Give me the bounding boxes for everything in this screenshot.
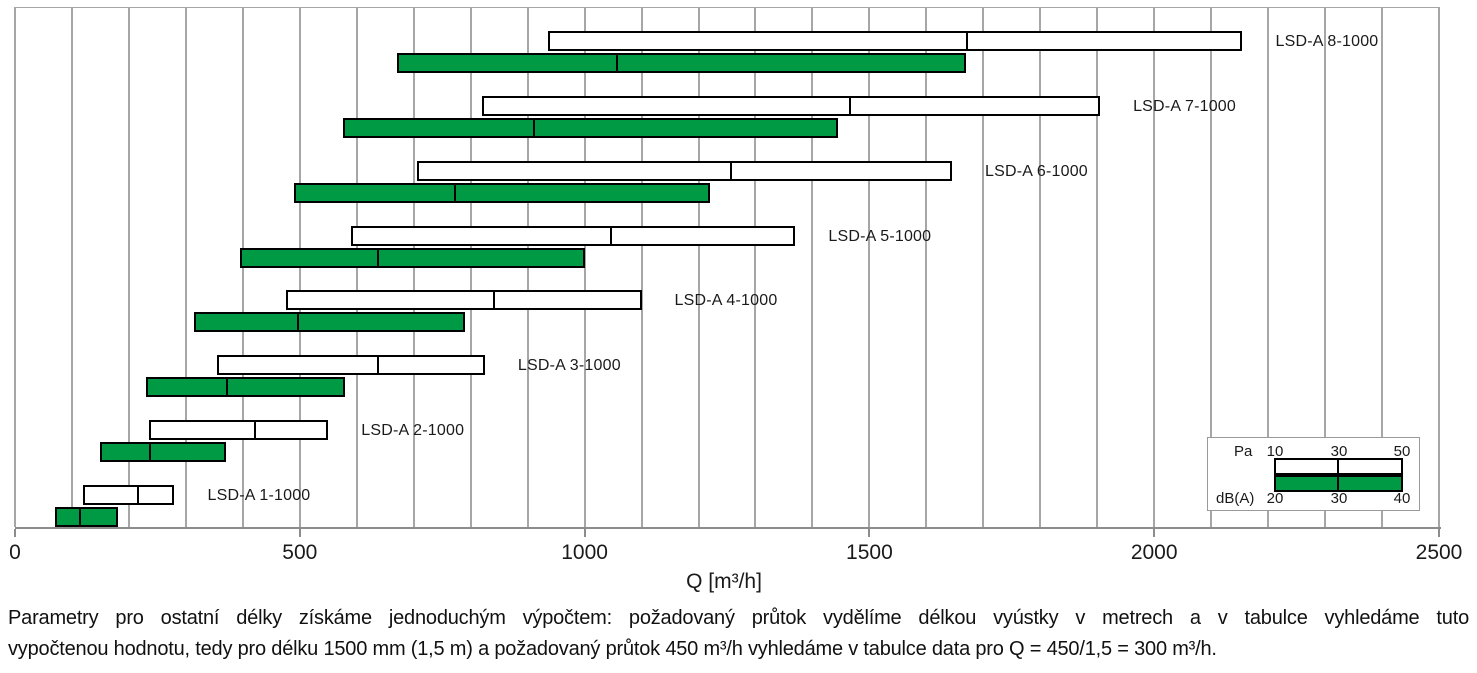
series-label: LSD-A 2-1000 <box>361 422 465 439</box>
gridline <box>583 7 586 527</box>
bar-divider <box>137 487 140 503</box>
series-label: LSD-A 7-1000 <box>1133 98 1236 115</box>
gridline <box>925 7 928 527</box>
legend-db-bar-divider <box>1337 477 1339 490</box>
gridline <box>1267 7 1270 527</box>
db-bar-lsd-a-4-1000 <box>194 312 465 332</box>
db-bar-lsd-a-1-1000 <box>54 507 118 527</box>
footer-line-1: Parametry pro ostatní délky získáme jedn… <box>8 607 1469 629</box>
x-axis-tick-label: 1500 <box>846 541 893 564</box>
legend-pa-label: Pa <box>1234 443 1253 460</box>
gridline <box>1153 7 1156 527</box>
legend-db-label: dB(A) <box>1216 490 1255 507</box>
x-axis-tick-label: 2500 <box>1415 541 1463 564</box>
bar-divider <box>533 120 536 136</box>
legend-pa-tick-50: 50 <box>1393 443 1411 460</box>
gridline <box>1210 7 1213 527</box>
bar-divider <box>849 98 852 114</box>
pa-bar-lsd-a-3-1000 <box>217 355 485 375</box>
gridline <box>697 7 700 527</box>
series-label: LSD-A 6-1000 <box>984 163 1088 180</box>
bar-divider <box>493 292 496 308</box>
series-label: LSD-A 5-1000 <box>828 228 932 245</box>
gridline <box>640 7 643 527</box>
bar-divider <box>254 422 257 438</box>
chart-area: LSD-A 8-1000 LSD-A 7-1000 LSD-A 6-1000 LSD-… <box>9 7 1463 593</box>
series-label: LSD-A 3-1000 <box>517 357 621 374</box>
gridline <box>868 7 871 527</box>
pa-bar-lsd-a-4-1000 <box>285 290 642 310</box>
db-bar-lsd-a-7-1000 <box>342 118 839 138</box>
gridline <box>1381 7 1384 527</box>
bar-divider <box>453 185 456 201</box>
pa-bar-lsd-a-1-1000 <box>83 485 175 505</box>
legend: Pa 10 30 50 dB(A) 20 30 40 <box>1207 437 1420 511</box>
gridline <box>1324 7 1327 527</box>
plot-top-border <box>15 7 1439 8</box>
legend-pa-tick-10: 10 <box>1266 443 1284 460</box>
legend-pa-bar-divider <box>1337 460 1339 473</box>
legend-pa-tick-30: 30 <box>1330 443 1348 460</box>
x-axis-tick-label: 2000 <box>1130 541 1178 564</box>
bar-divider <box>729 163 732 179</box>
bar-divider <box>296 314 299 330</box>
db-bar-lsd-a-2-1000 <box>100 442 226 462</box>
gridline <box>14 7 16 527</box>
gridline <box>127 7 130 527</box>
db-bar-lsd-a-3-1000 <box>146 377 346 397</box>
bar-divider <box>615 55 618 71</box>
x-axis-tick-label: 0 <box>9 541 21 564</box>
bar-divider <box>376 357 379 373</box>
footer-line-2: vypočtenou hodnotu, tedy pro délku 1500 … <box>8 638 1217 660</box>
legend-db-bar <box>1274 475 1403 492</box>
x-axis-title: Q [m³/h] <box>686 570 762 593</box>
x-axis-tick <box>1438 529 1440 537</box>
db-bar-lsd-a-5-1000 <box>239 248 585 268</box>
x-axis-tick <box>868 529 871 537</box>
gridline <box>1039 7 1042 527</box>
gridline <box>184 7 187 527</box>
x-axis-tick <box>14 529 16 537</box>
x-axis-tick <box>298 529 301 537</box>
bar-divider <box>966 33 969 49</box>
pa-bar-lsd-a-7-1000 <box>482 96 1101 116</box>
x-axis-tick <box>583 529 586 537</box>
x-axis-tick-label: 1000 <box>561 541 608 564</box>
series-label: LSD-A 4-1000 <box>674 292 778 309</box>
bar-divider <box>376 250 379 266</box>
series-label: LSD-A 8-1000 <box>1275 33 1379 50</box>
gridline <box>811 7 814 527</box>
legend-pa-bar <box>1274 458 1403 475</box>
pa-bar-lsd-a-2-1000 <box>148 420 329 440</box>
series-label: LSD-A 1-1000 <box>207 487 311 504</box>
db-bar-lsd-a-8-1000 <box>396 53 967 73</box>
bar-divider <box>610 228 613 244</box>
pa-bar-lsd-a-5-1000 <box>351 226 796 246</box>
x-axis-tick-label: 500 <box>282 541 318 564</box>
legend-db-tick-40: 40 <box>1393 490 1411 507</box>
pa-bar-lsd-a-8-1000 <box>547 31 1243 51</box>
db-bar-lsd-a-6-1000 <box>294 183 710 203</box>
x-axis-tick <box>1153 529 1156 537</box>
legend-db-tick-30: 30 <box>1330 490 1348 507</box>
bar-divider <box>225 379 228 395</box>
gridline <box>1438 7 1440 527</box>
bar-divider <box>148 444 151 460</box>
pa-bar-lsd-a-6-1000 <box>416 161 952 181</box>
gridline <box>754 7 757 527</box>
footer-text: Parametry pro ostatní délky získáme jedn… <box>8 603 1469 665</box>
x-axis-line <box>15 527 1441 529</box>
bar-divider <box>78 509 81 525</box>
legend-db-tick-20: 20 <box>1266 490 1284 507</box>
gridline <box>1096 7 1099 527</box>
gridline <box>982 7 985 527</box>
gridline <box>70 7 73 527</box>
